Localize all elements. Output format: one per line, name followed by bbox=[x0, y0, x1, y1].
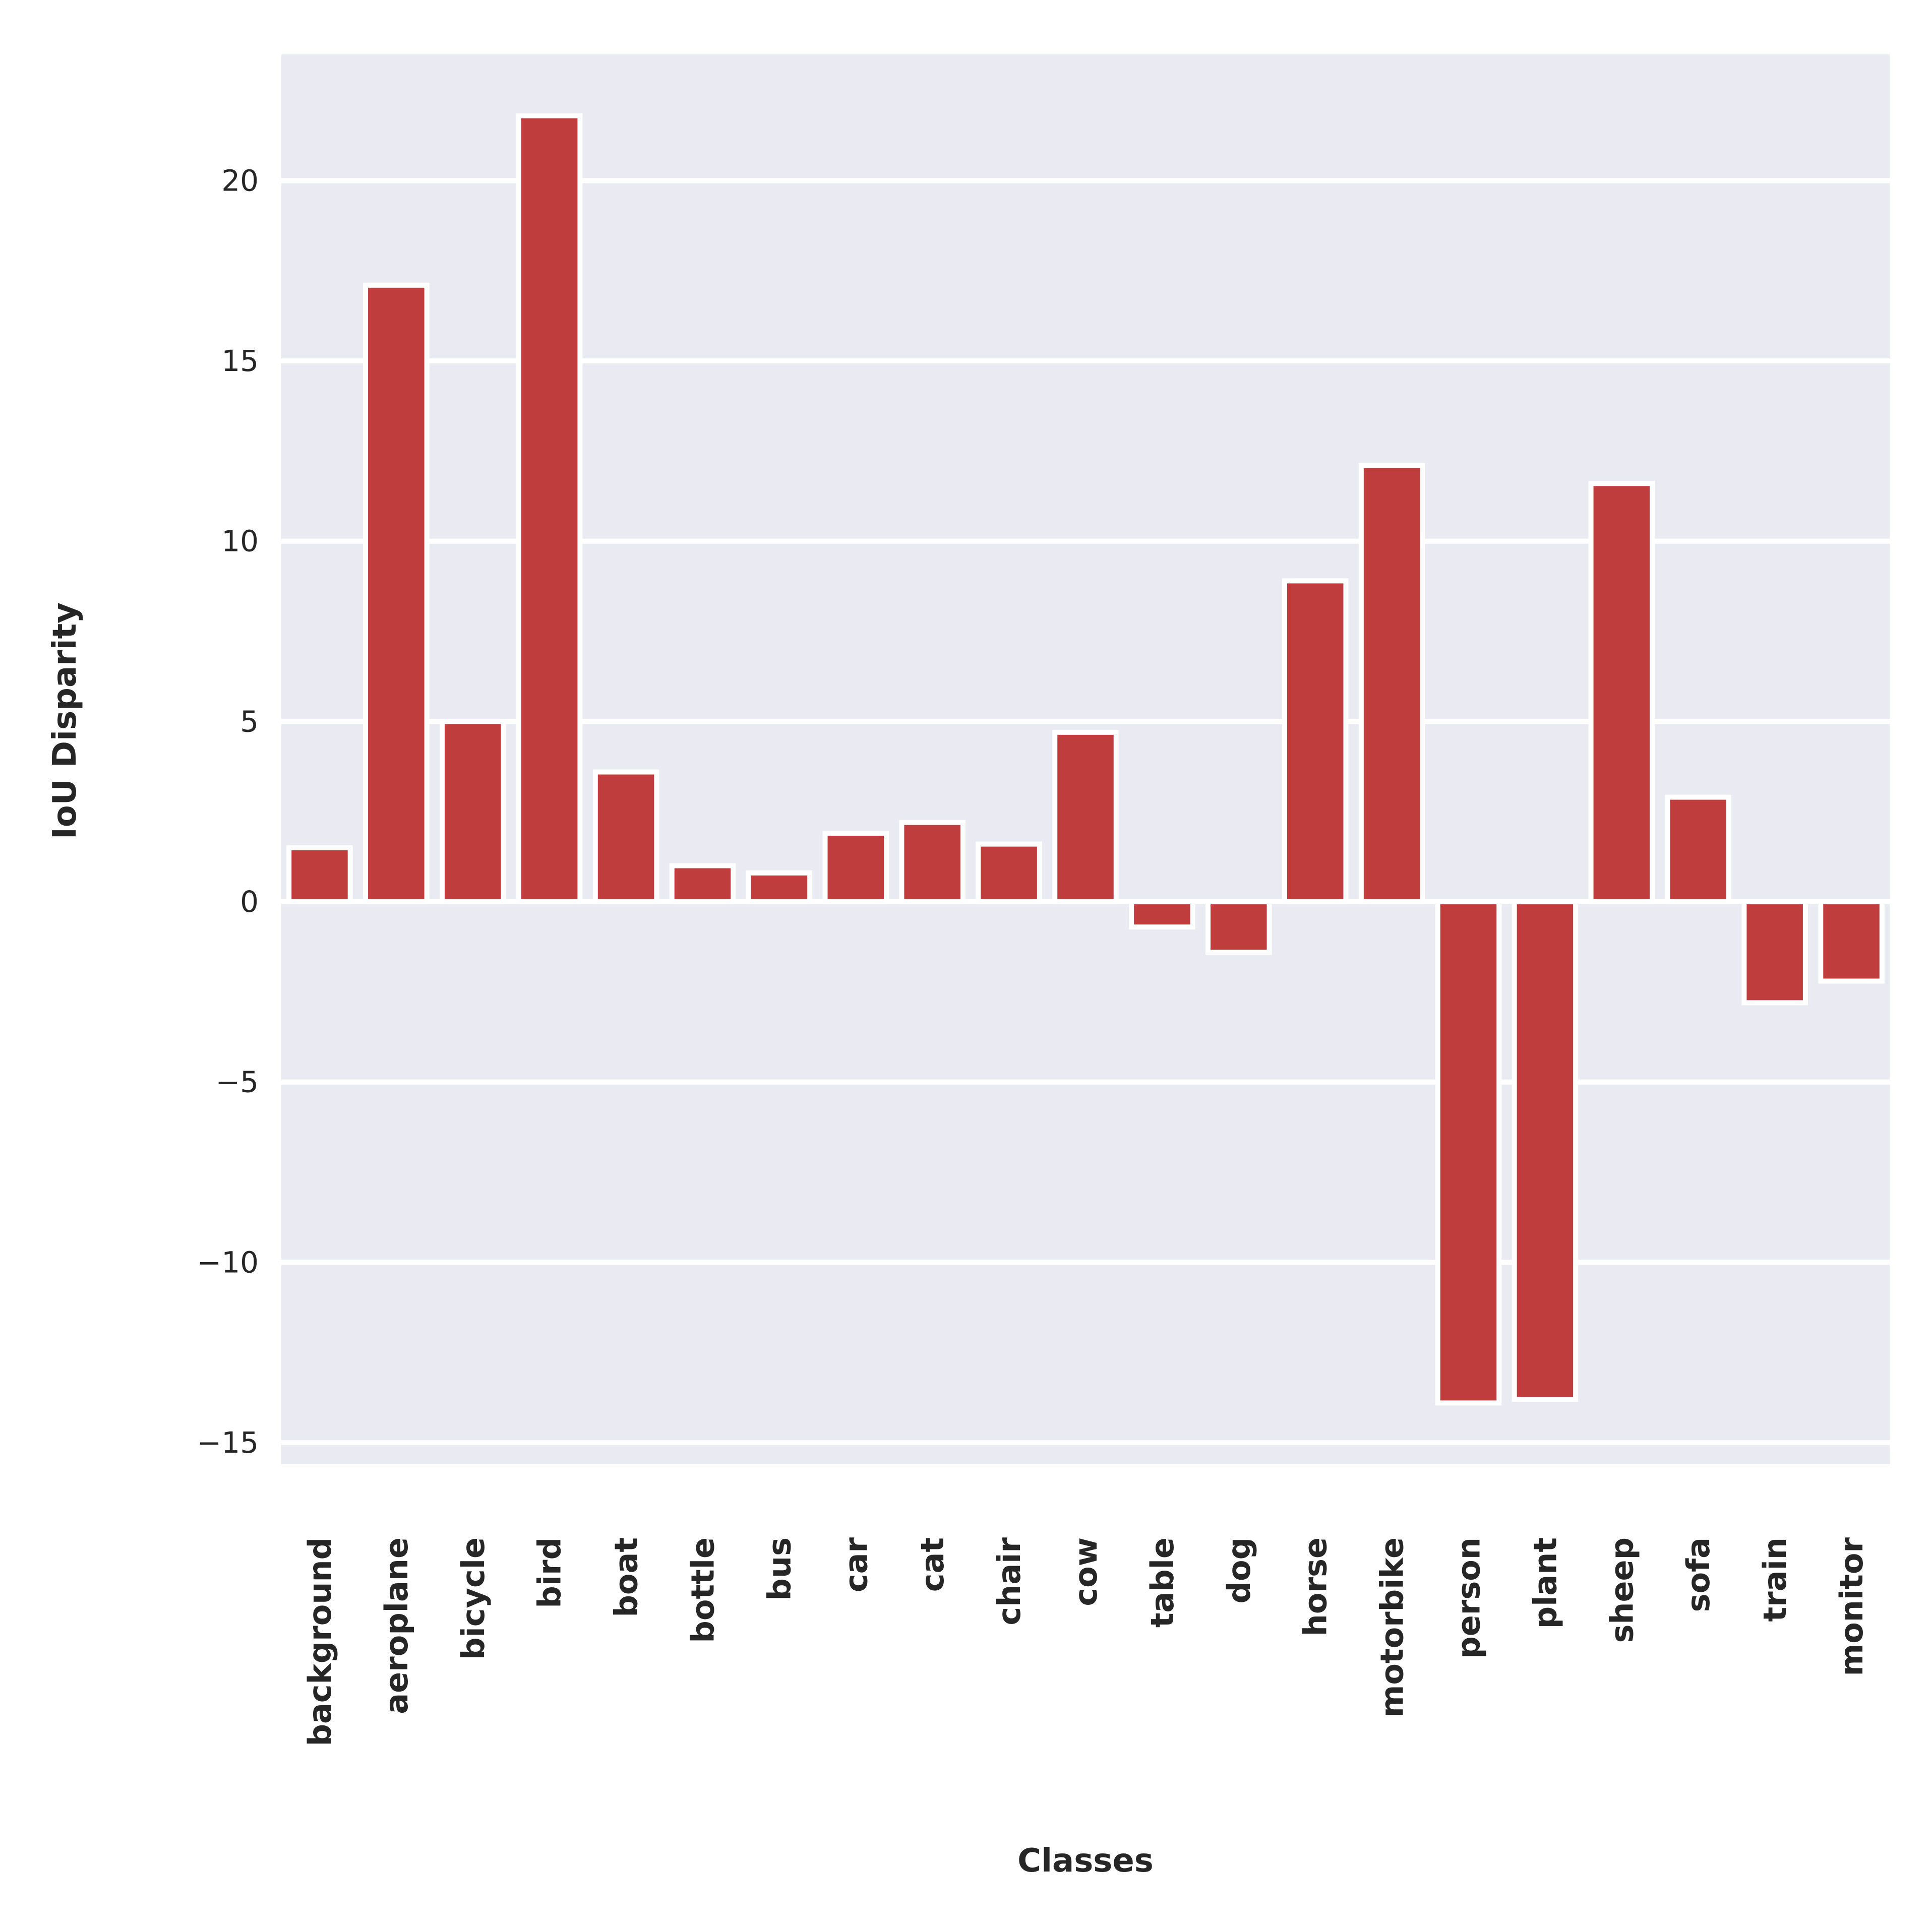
bar-aeroplane bbox=[363, 282, 430, 905]
x-tick-label: motorbike bbox=[1374, 1537, 1411, 1717]
x-tick-label: bus bbox=[761, 1537, 798, 1600]
bar-background bbox=[286, 845, 353, 905]
y-tick-label: −15 bbox=[197, 1425, 259, 1460]
bar-monitor bbox=[1818, 899, 1885, 984]
x-tick-label: train bbox=[1757, 1537, 1793, 1622]
bar-bottle bbox=[669, 863, 736, 905]
bar-bicycle bbox=[440, 719, 506, 905]
x-tick-label: sofa bbox=[1680, 1537, 1717, 1612]
x-tick-label: bird bbox=[531, 1537, 568, 1608]
x-tick-label: dog bbox=[1221, 1537, 1257, 1603]
bars bbox=[286, 113, 1885, 1406]
x-tick-label: table bbox=[1144, 1537, 1181, 1628]
y-tick-label: −5 bbox=[216, 1065, 259, 1099]
y-tick-labels: −15 −10 −5 0 5 10 15 20 bbox=[197, 163, 259, 1460]
y-axis-title: IoU Disparity bbox=[46, 602, 84, 839]
x-tick-label: background bbox=[301, 1537, 338, 1746]
bar-cow bbox=[1052, 729, 1119, 905]
x-tick-label: horse bbox=[1297, 1537, 1334, 1636]
x-tick-label: cow bbox=[1067, 1537, 1104, 1606]
bar-car bbox=[822, 831, 889, 905]
x-tick-labels: background aeroplane bicycle bird boat bottle… bbox=[301, 1537, 1870, 1747]
bar-plant bbox=[1512, 899, 1579, 1402]
bar-sheep bbox=[1588, 481, 1655, 905]
bar-dog bbox=[1205, 899, 1272, 955]
x-tick-label: bicycle bbox=[455, 1537, 492, 1660]
bar-horse bbox=[1282, 578, 1349, 905]
bar-sofa bbox=[1665, 794, 1731, 905]
bar-cat bbox=[899, 820, 965, 905]
y-tick-label: 10 bbox=[221, 524, 259, 558]
x-tick-label: monitor bbox=[1833, 1537, 1870, 1676]
bar-boat bbox=[592, 769, 659, 905]
y-tick-label: 15 bbox=[221, 344, 259, 378]
bar-bird bbox=[516, 113, 583, 905]
x-tick-label: bottle bbox=[684, 1537, 721, 1643]
x-tick-label: aeroplane bbox=[378, 1537, 415, 1714]
bar-chair bbox=[976, 841, 1042, 905]
x-tick-label: boat bbox=[608, 1537, 645, 1617]
x-tick-label: chair bbox=[991, 1537, 1028, 1626]
x-tick-label: plant bbox=[1527, 1537, 1563, 1629]
bar-motorbike bbox=[1358, 463, 1425, 905]
y-tick-label: −10 bbox=[197, 1245, 259, 1279]
y-tick-label: 0 bbox=[240, 885, 259, 919]
bar-train bbox=[1741, 899, 1808, 1006]
x-tick-label: person bbox=[1451, 1537, 1487, 1659]
x-tick-label: sheep bbox=[1603, 1537, 1640, 1643]
bar-person bbox=[1435, 899, 1502, 1406]
y-tick-label: 5 bbox=[240, 704, 259, 738]
y-tick-label: 20 bbox=[221, 163, 259, 198]
x-tick-label: cat bbox=[914, 1537, 951, 1592]
bar-table bbox=[1129, 899, 1195, 930]
bar-bus bbox=[746, 870, 813, 905]
x-axis-title: Classes bbox=[1017, 1842, 1154, 1880]
x-tick-label: car bbox=[837, 1537, 874, 1593]
